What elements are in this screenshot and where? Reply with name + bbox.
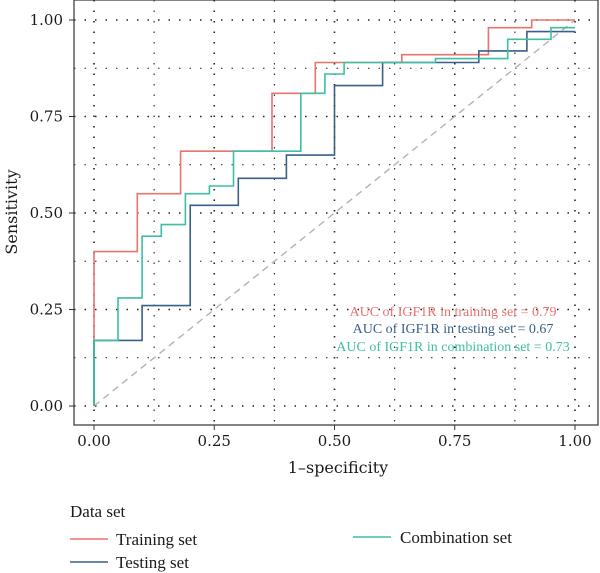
y-tick-label: 0.75 xyxy=(30,108,63,126)
x-tick-label: 0.75 xyxy=(438,432,471,450)
x-tick-label: 0.50 xyxy=(318,432,351,450)
roc-curve-testing xyxy=(93,30,575,406)
y-tick-label: 0.25 xyxy=(30,301,63,319)
y-tick-label: 0.00 xyxy=(30,397,63,415)
x-tick-label: 1.00 xyxy=(558,432,591,450)
legend-label-testing: Testing set xyxy=(116,553,189,572)
roc-curves xyxy=(93,19,575,406)
legend: Data set Training set Testing set Combin… xyxy=(70,502,512,572)
auc-annotation-combination: AUC of IGF1R in combination set = 0.73 xyxy=(336,340,569,355)
legend-title: Data set xyxy=(70,502,126,521)
y-tick-label: 1.00 xyxy=(30,11,63,29)
x-tick-label: 0.00 xyxy=(77,432,110,450)
x-tick-label: 0.25 xyxy=(198,432,231,450)
auc-annotation-testing: AUC of IGF1R in testing set = 0.67 xyxy=(353,322,554,337)
reference-diagonal xyxy=(93,19,576,407)
auc-annotation-training: AUC of IGF1R in training set = 0.79 xyxy=(350,305,557,320)
legend-label-combination: Combination set xyxy=(400,528,512,547)
y-axis-ticks: 0.00 0.25 0.50 0.75 1.00 xyxy=(30,11,74,415)
x-axis-title: 1–specificity xyxy=(288,458,388,477)
legend-label-training: Training set xyxy=(116,530,197,549)
y-axis-title: Sensitivity xyxy=(2,169,21,254)
x-axis-ticks: 0.00 0.25 0.50 0.75 1.00 xyxy=(77,425,592,450)
roc-curve-combination xyxy=(93,26,575,406)
y-tick-label: 0.50 xyxy=(30,204,63,222)
